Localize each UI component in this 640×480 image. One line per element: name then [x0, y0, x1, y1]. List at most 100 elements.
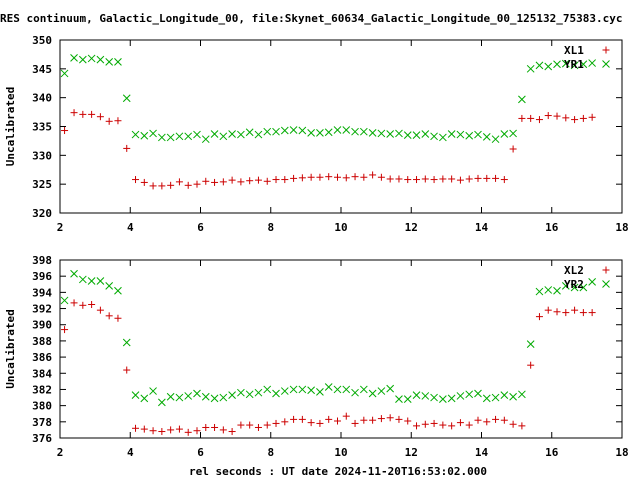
data-point-stroke — [298, 126, 307, 135]
data-point — [456, 176, 464, 184]
x-tick-label: 14 — [475, 446, 489, 459]
data-point-stroke — [333, 126, 342, 134]
data-point — [579, 60, 588, 69]
data-point — [509, 392, 517, 401]
data-point — [562, 114, 570, 122]
y-tick-label: 378 — [32, 416, 52, 429]
data-point — [535, 61, 544, 70]
data-point — [482, 394, 491, 403]
data-point — [360, 416, 368, 424]
y-tick-label: 340 — [32, 92, 52, 105]
data-point — [377, 129, 386, 138]
data-point — [158, 182, 166, 190]
data-point — [263, 385, 272, 394]
data-point-stroke — [149, 387, 157, 395]
data-point-stroke — [237, 130, 245, 139]
y-tick-label: 398 — [32, 254, 52, 267]
data-point — [316, 128, 324, 137]
data-point — [228, 130, 236, 138]
data-point — [368, 128, 377, 137]
data-point — [298, 415, 306, 423]
data-point — [60, 69, 69, 78]
data-point — [219, 132, 228, 141]
data-point — [413, 176, 421, 184]
data-point-stroke — [60, 69, 69, 78]
data-point — [245, 128, 254, 137]
data-point — [132, 176, 140, 184]
data-point-stroke — [254, 130, 263, 139]
data-point — [500, 176, 508, 184]
data-point — [228, 428, 236, 436]
data-point — [184, 428, 192, 436]
data-point — [123, 144, 131, 152]
data-point — [579, 114, 587, 122]
data-point-stroke — [561, 59, 570, 68]
data-point — [70, 54, 78, 62]
data-point-stroke — [395, 129, 403, 138]
data-point-stroke — [482, 394, 491, 403]
data-point — [439, 395, 447, 404]
data-point — [246, 421, 254, 429]
data-point — [342, 174, 350, 182]
data-point — [263, 421, 271, 429]
data-point — [140, 394, 149, 403]
y-tick-label: 320 — [32, 207, 52, 220]
data-point — [149, 182, 157, 190]
legend-marker — [602, 266, 610, 274]
data-point — [421, 130, 430, 138]
data-point — [193, 389, 201, 398]
data-point-stroke — [96, 277, 105, 285]
data-point — [324, 128, 333, 137]
data-point-stroke — [526, 64, 535, 73]
data-point-stroke — [289, 126, 298, 134]
data-point — [421, 420, 429, 428]
data-point — [78, 275, 87, 284]
legend-label: YR2 — [564, 278, 584, 291]
data-point — [132, 424, 140, 432]
data-point — [193, 427, 201, 435]
data-point — [307, 173, 315, 181]
data-point-stroke — [245, 390, 254, 399]
data-point — [561, 59, 570, 68]
data-point — [456, 419, 464, 427]
data-point-stroke — [579, 60, 588, 69]
x-tick-label: 12 — [405, 221, 418, 234]
data-point — [87, 54, 96, 63]
plot-frame — [59, 259, 623, 439]
data-point — [88, 301, 96, 308]
data-point — [359, 127, 368, 136]
data-point — [201, 135, 210, 144]
data-point — [404, 417, 412, 425]
data-point — [184, 181, 192, 189]
data-point-stroke — [544, 62, 553, 71]
data-point — [96, 55, 105, 64]
data-point — [281, 176, 289, 184]
data-point — [465, 421, 473, 429]
legend-label: XL1 — [564, 44, 584, 57]
data-point-stroke — [184, 392, 193, 400]
data-point — [219, 178, 227, 186]
data-point-stroke — [491, 135, 500, 144]
data-point — [588, 113, 596, 121]
data-point — [474, 174, 482, 182]
data-point — [342, 385, 351, 394]
data-point-stroke — [280, 387, 289, 395]
data-point-stroke — [359, 385, 368, 394]
data-point — [395, 395, 403, 404]
y-tick-label: 345 — [32, 63, 52, 76]
data-point-stroke — [518, 390, 526, 399]
data-point — [369, 171, 377, 179]
x-tick-label: 4 — [127, 221, 134, 234]
data-point — [140, 425, 148, 433]
data-point — [561, 282, 570, 290]
data-point — [439, 175, 447, 183]
data-point — [175, 132, 184, 141]
y-tick-label: 350 — [32, 34, 52, 47]
data-point-stroke — [491, 393, 500, 402]
data-point — [518, 422, 526, 430]
data-point — [131, 130, 140, 139]
y-tick-label: 380 — [32, 400, 52, 413]
data-point — [351, 388, 359, 397]
x-tick-label: 12 — [405, 446, 418, 459]
data-point — [280, 126, 289, 135]
